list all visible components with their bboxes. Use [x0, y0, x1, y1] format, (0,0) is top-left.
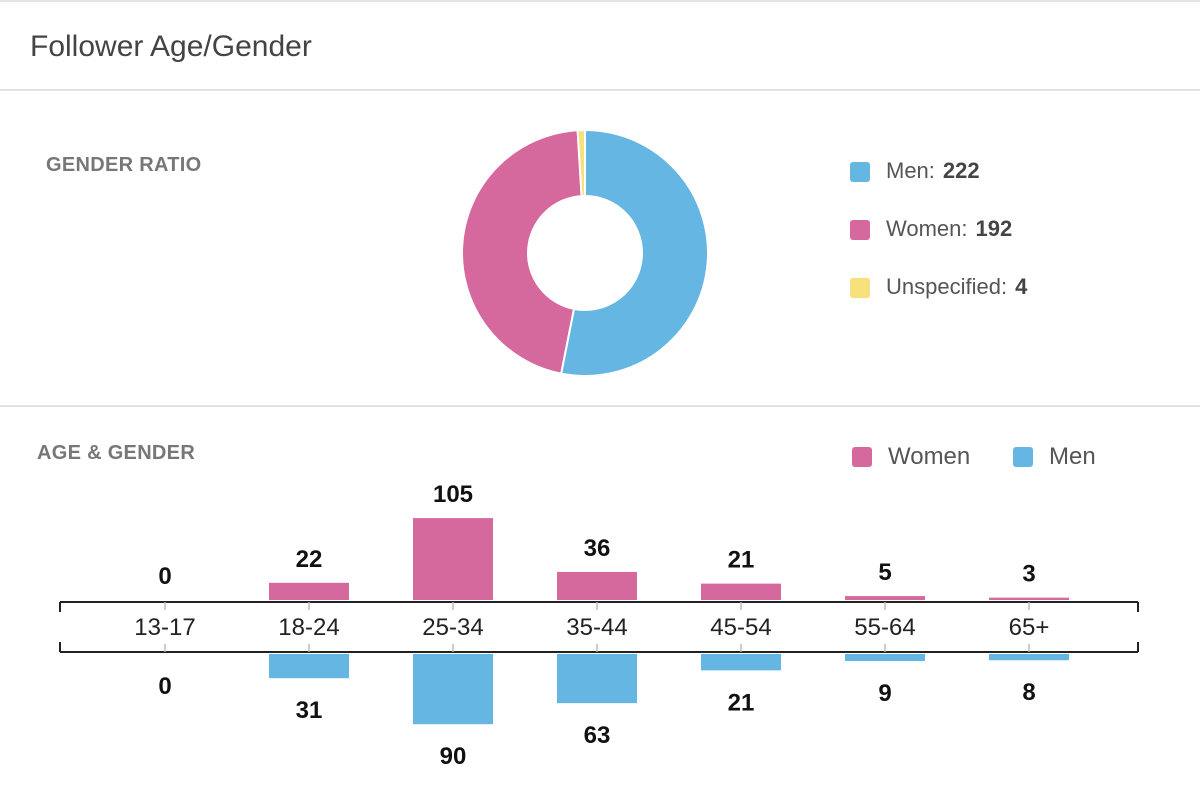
legend-item-unspecified[interactable]: Unspecified: 4 [850, 274, 1027, 332]
data-label-women-18-24: 22 [296, 546, 323, 573]
donut-slice-women[interactable] [461, 129, 583, 375]
age-gender-label: AGE & GENDER [37, 442, 196, 464]
bar-women-18-24[interactable] [269, 582, 349, 600]
bar-men-18-24[interactable] [269, 654, 349, 679]
bar-women-35-44[interactable] [557, 571, 637, 600]
category-label-13-17: 13-17 [134, 614, 195, 641]
category-label-25-34: 25-34 [422, 614, 483, 641]
legend-label-unspecified: Unspecified: [886, 274, 1008, 299]
data-label-women-35-44: 36 [584, 535, 611, 562]
gender-legend: Men: 222 Women: 192 Unspecified: 4 [850, 158, 1027, 332]
category-label-65+: 65+ [1009, 614, 1050, 641]
page-title: Follower Age/Gender [30, 30, 312, 63]
data-label-men-13-17: 0 [158, 673, 171, 700]
legend-swatch-men [850, 162, 870, 182]
legend-item-women[interactable]: Women: 192 [850, 216, 1027, 274]
bar-women-65+[interactable] [989, 597, 1069, 600]
legend-label-women: Women: [886, 216, 968, 241]
bar-men-55-64[interactable] [845, 654, 925, 662]
age-legend-label-men: Men [1049, 443, 1096, 470]
age-legend-women[interactable]: Women [852, 443, 970, 471]
bar-men-35-44[interactable] [557, 654, 637, 704]
donut-slice-unspecified[interactable] [576, 128, 586, 198]
data-label-women-45-54: 21 [728, 547, 755, 574]
bar-men-25-34[interactable] [413, 654, 493, 725]
age-legend-swatch-women [852, 447, 872, 467]
category-label-18-24: 18-24 [278, 614, 339, 641]
legend-label-men: Men: [886, 158, 935, 183]
category-label-55-64: 55-64 [854, 614, 915, 641]
age-gender-bar-chart: 13-17 0 0 18-24 22 31 25-34 105 90 35-44 36 63 45-54… [59, 481, 1139, 770]
data-label-men-65+: 8 [1022, 679, 1035, 706]
top-border [0, 0, 1200, 2]
legend-swatch-women [850, 220, 870, 240]
age-gender-section: 13-17 0 0 18-24 22 31 25-34 105 90 35-44 36 63 45-54… [0, 407, 1200, 800]
data-label-men-55-64: 9 [878, 680, 891, 707]
bar-men-65+[interactable] [989, 654, 1069, 661]
legend-item-men[interactable]: Men: 222 [850, 158, 1027, 216]
legend-value-men: 222 [942, 158, 980, 183]
legend-swatch-unspecified [850, 278, 870, 298]
donut-slice-men[interactable] [559, 128, 709, 377]
card-header: Follower Age/Gender [0, 2, 1200, 91]
age-legend-men[interactable]: Men [1013, 443, 1096, 471]
data-label-women-13-17: 0 [158, 563, 171, 590]
data-label-men-35-44: 63 [584, 722, 611, 749]
data-label-women-55-64: 5 [878, 559, 891, 586]
bar-men-45-54[interactable] [701, 654, 781, 671]
age-legend-label-women: Women [888, 443, 971, 470]
bar-women-25-34[interactable] [413, 518, 493, 600]
data-label-men-18-24: 31 [296, 697, 323, 724]
gender-donut-chart [461, 128, 709, 377]
data-label-men-25-34: 90 [440, 743, 467, 770]
gender-ratio-section: GENDER RATIO Men: 222 Women: 192 Unspeci… [0, 91, 1200, 407]
gender-ratio-label: GENDER RATIO [46, 154, 202, 176]
category-label-45-54: 45-54 [710, 614, 771, 641]
category-label-35-44: 35-44 [566, 614, 627, 641]
data-label-women-65+: 3 [1022, 561, 1035, 588]
data-label-women-25-34: 105 [433, 481, 473, 508]
legend-value-unspecified: 4 [1015, 274, 1028, 299]
data-label-men-45-54: 21 [728, 689, 755, 716]
age-legend-swatch-men [1013, 447, 1033, 467]
bar-women-55-64[interactable] [845, 596, 925, 600]
legend-value-women: 192 [975, 216, 1013, 241]
bar-women-45-54[interactable] [701, 583, 781, 600]
